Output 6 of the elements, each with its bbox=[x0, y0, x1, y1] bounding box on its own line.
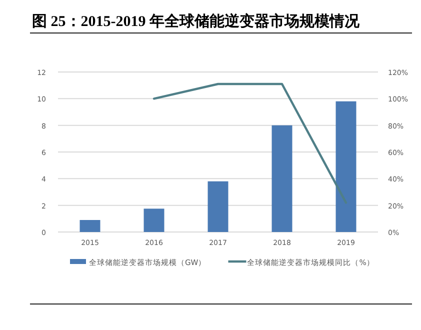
bar bbox=[80, 220, 100, 232]
bar bbox=[336, 101, 356, 232]
bar bbox=[272, 125, 292, 232]
chart-title: 图 25：2015-2019 年全球储能逆变器市场规模情况 bbox=[32, 12, 360, 30]
bar bbox=[144, 208, 164, 232]
bar bbox=[208, 181, 228, 232]
